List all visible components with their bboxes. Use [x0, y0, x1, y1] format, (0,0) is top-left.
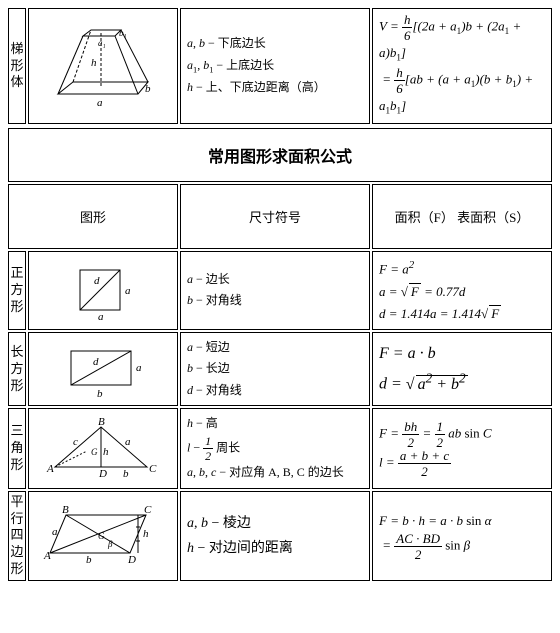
- svg-text:B: B: [62, 504, 69, 516]
- row-label-frustum: 梯形体: [8, 8, 26, 124]
- table-title: 常用图形求面积公式: [8, 128, 552, 182]
- table-row: 三角形 B A C D b c a Gh h − 高 l − 12 周长 a, b,…: [8, 408, 552, 488]
- svg-text:b: b: [86, 554, 92, 566]
- svg-text:b: b: [123, 468, 129, 480]
- svg-text:a₁: a₁: [98, 38, 106, 48]
- svg-text:a: a: [136, 362, 142, 374]
- svg-text:d: d: [94, 275, 100, 287]
- svg-text:a: a: [125, 285, 131, 297]
- svg-text:a: a: [125, 436, 131, 448]
- svg-text:c: c: [73, 436, 78, 448]
- row-label-square: 正方形: [8, 251, 26, 330]
- header-symbols: 尺寸符号: [180, 184, 370, 249]
- svg-text:B: B: [98, 417, 105, 428]
- svg-text:a: a: [98, 311, 104, 320]
- area-formula-table: 常用图形求面积公式 图形 尺寸符号 面积（F） 表面积（S） 正方形 d a a…: [6, 126, 554, 583]
- table-row: 正方形 d a a a − 边长b − 对角线 F = a2 a = F = 0…: [8, 251, 552, 330]
- shape-triangle: B A C D b c a Gh: [28, 408, 178, 488]
- header-formula: 面积（F） 表面积（S）: [372, 184, 552, 249]
- svg-text:h: h: [143, 528, 149, 540]
- svg-text:D: D: [127, 554, 136, 566]
- symbols-square: a − 边长b − 对角线: [180, 251, 370, 330]
- svg-text:d: d: [93, 356, 99, 368]
- frustum-table: 梯形体 a b a₁ b₁ h a, b − 下底边长 a1, b1 − 上底边长 …: [6, 6, 554, 126]
- formula-frustum: V = h6[(2a + a1)b + (2a1 + a)b1] = h6[ab…: [372, 8, 552, 124]
- shape-parallelogram: B C A D Gβ b a h: [28, 491, 178, 581]
- symbols-rect: a − 短边b − 长边d − 对角线: [180, 332, 370, 407]
- svg-text:A: A: [46, 463, 54, 475]
- row-label-tri: 三角形: [8, 408, 26, 488]
- svg-text:h: h: [103, 446, 109, 458]
- symbols-tri: h − 高 l − 12 周长 a, b, c − 对应角 A, B, C 的边…: [180, 408, 370, 488]
- svg-text:a: a: [97, 97, 103, 109]
- table-row: 平行四边形 B C A D Gβ b a h a, b − 棱边 h − 对边间的距离…: [8, 491, 552, 581]
- svg-text:b: b: [97, 388, 103, 399]
- svg-text:C: C: [149, 463, 157, 475]
- shape-frustum: a b a₁ b₁ h: [28, 8, 178, 124]
- table-row: 长方形 d a b a − 短边b − 长边d − 对角线 F = a · b …: [8, 332, 552, 407]
- row-label-rect: 长方形: [8, 332, 26, 407]
- formula-tri: F = bh2 = 12 ab sin C l = a + b + c2: [372, 408, 552, 488]
- row-label-para: 平行四边形: [8, 491, 26, 581]
- svg-text:C: C: [144, 504, 152, 516]
- formula-square: F = a2 a = F = 0.77d d = 1.414a = 1.414F: [372, 251, 552, 330]
- svg-text:b₁: b₁: [119, 28, 127, 38]
- symbols-para: a, b − 棱边 h − 对边间的距离: [180, 491, 370, 581]
- shape-rect: d a b: [28, 332, 178, 407]
- svg-text:a: a: [52, 526, 58, 538]
- formula-rect: F = a · b d = a2 + b2: [372, 332, 552, 407]
- header-shape: 图形: [8, 184, 178, 249]
- svg-text:b: b: [145, 83, 151, 95]
- symbols-frustum: a, b − 下底边长 a1, b1 − 上底边长 h − 上、下底边距离（高）: [180, 8, 370, 124]
- svg-text:h: h: [91, 57, 97, 69]
- svg-text:β: β: [107, 539, 113, 549]
- svg-text:G: G: [98, 531, 105, 541]
- svg-text:A: A: [43, 550, 51, 562]
- svg-text:G: G: [91, 447, 98, 457]
- svg-text:D: D: [98, 468, 107, 480]
- formula-para: F = b · h = a · b sin α = AC · BD2 sin β: [372, 491, 552, 581]
- shape-square: d a a: [28, 251, 178, 330]
